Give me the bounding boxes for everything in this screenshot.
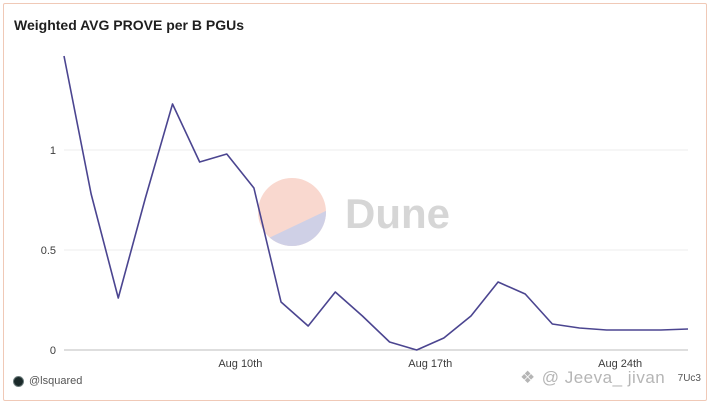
y-tick-label: 0.5 [41, 245, 56, 257]
data-point[interactable] [496, 280, 500, 284]
data-point[interactable] [550, 322, 554, 326]
x-axis: Aug 10th Aug 17th Aug 24th [218, 358, 642, 370]
data-point[interactable] [659, 328, 663, 332]
x-tick-label: Aug 24th [598, 358, 642, 370]
data-point[interactable] [388, 340, 392, 344]
diamond-logo-icon: ❖ [520, 368, 536, 387]
data-point[interactable] [116, 296, 120, 300]
footer: @lsquared [13, 375, 82, 387]
watermark-stamp: 7Uc3 [674, 372, 704, 385]
data-point[interactable] [225, 152, 229, 156]
data-point[interactable] [442, 336, 446, 340]
chart-title: Weighted AVG PROVE per B PGUs [14, 17, 245, 33]
data-point[interactable] [89, 192, 93, 196]
x-tick-label: Aug 10th [218, 358, 262, 370]
data-point[interactable] [577, 326, 581, 330]
data-point[interactable] [632, 328, 636, 332]
data-point[interactable] [279, 300, 283, 304]
data-point[interactable] [469, 314, 473, 318]
series-line-0[interactable] [63, 55, 689, 351]
y-tick-label: 0 [50, 345, 56, 357]
x-tick-label: Aug 17th [408, 358, 452, 370]
watermark-handle: @ Jeeva_ jivan [541, 368, 666, 387]
data-point[interactable] [62, 54, 66, 58]
data-point[interactable] [686, 327, 690, 331]
data-point[interactable] [333, 290, 337, 294]
data-point[interactable] [360, 314, 364, 318]
data-point[interactable] [523, 292, 527, 296]
avatar [13, 375, 24, 387]
creator-handle[interactable]: @lsquared [29, 375, 83, 387]
y-tick-label: 1 [50, 145, 56, 157]
data-point[interactable] [415, 348, 419, 352]
data-point[interactable] [143, 196, 147, 200]
data-point[interactable] [306, 324, 310, 328]
user-watermark: ❖ @ Jeeva_ jivan [520, 368, 665, 388]
chart-card: Weighted AVG PROVE per B PGUs [3, 3, 707, 401]
data-point[interactable] [171, 102, 175, 106]
dune-watermark-text: Dune [345, 190, 450, 237]
data-point[interactable] [605, 328, 609, 332]
y-axis: 00.51 [41, 145, 56, 357]
data-point[interactable] [252, 186, 256, 190]
dune-logo-icon [258, 178, 326, 246]
grid-lines [64, 149, 688, 351]
series-layer [62, 54, 690, 352]
data-point[interactable] [198, 160, 202, 164]
